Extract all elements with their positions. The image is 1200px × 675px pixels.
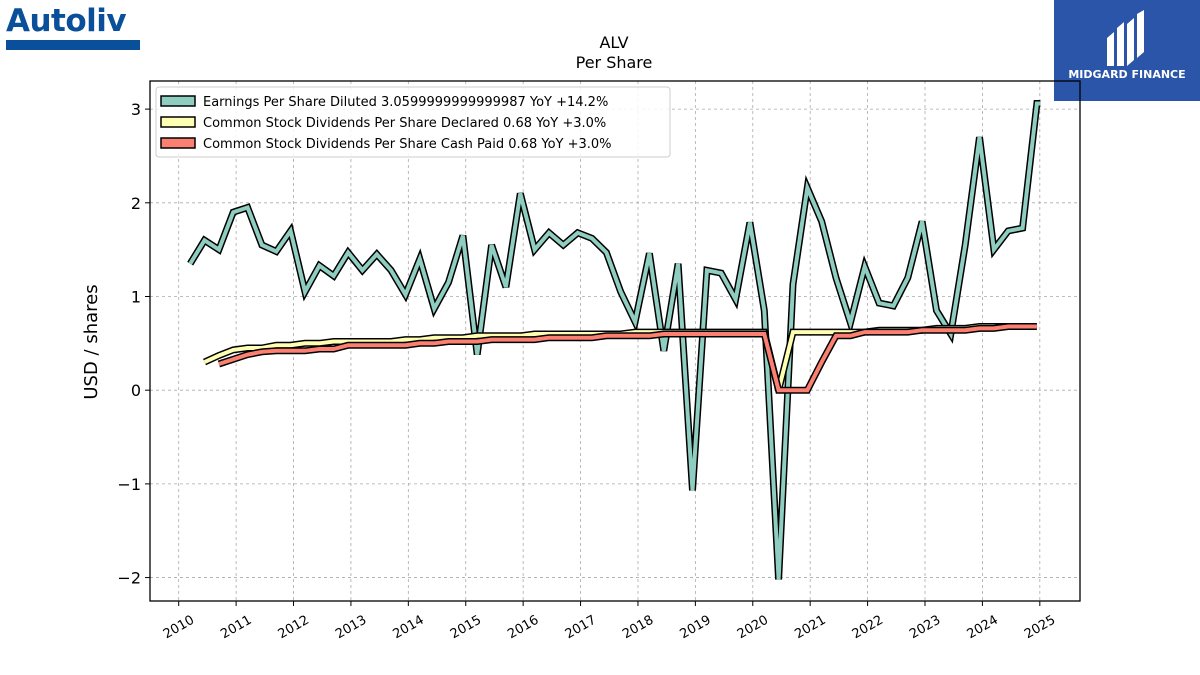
legend-label: Earnings Per Share Diluted 3.05999999999… xyxy=(203,95,608,110)
x-tick-label: 2010 xyxy=(161,613,197,643)
midgard-logo-mark xyxy=(1054,0,1200,101)
x-tick-label: 2024 xyxy=(965,613,1001,643)
autoliv-logo: Autoliv xyxy=(6,4,142,52)
legend: Earnings Per Share Diluted 3.05999999999… xyxy=(155,86,671,158)
series-lines xyxy=(187,100,1041,580)
x-tick-label: 2020 xyxy=(735,613,771,643)
x-tick-label: 2019 xyxy=(678,613,714,643)
y-tick-label: 0 xyxy=(131,381,141,400)
legend-label: Common Stock Dividends Per Share Cash Pa… xyxy=(203,137,612,152)
y-axis-label: USD / shares xyxy=(81,284,102,399)
legend-swatch xyxy=(160,95,196,107)
plot-frame xyxy=(149,80,1081,602)
midgard-finance-logo: MIDGARD FINANCE xyxy=(1054,0,1200,101)
x-tick-label: 2011 xyxy=(218,613,254,643)
axis-ticks: −2 −1 0 1 2 3 2010 2011 2012 2013 2014 2015 2016 2017… xyxy=(117,100,1058,642)
legend-box xyxy=(155,86,671,158)
x-tick-label: 2017 xyxy=(563,613,599,643)
series-1 xyxy=(187,100,1041,580)
x-tick-label: 2023 xyxy=(907,613,943,643)
legend-swatch xyxy=(160,116,196,128)
grid xyxy=(150,81,1080,601)
y-tick-label: 2 xyxy=(131,194,141,213)
y-tick-label: 1 xyxy=(131,287,141,306)
series-3 xyxy=(217,323,1037,394)
x-tick-label: 2012 xyxy=(276,613,312,643)
autoliv-logo-bar xyxy=(6,40,140,50)
y-tick-label: −1 xyxy=(117,475,141,494)
series-line xyxy=(188,101,1041,580)
x-tick-label: 2013 xyxy=(333,613,369,643)
x-tick-label: 2022 xyxy=(850,613,886,643)
series-line xyxy=(218,324,1037,393)
x-tick-label: 2018 xyxy=(620,613,656,643)
autoliv-logo-text: Autoliv xyxy=(6,3,127,39)
legend-swatch xyxy=(160,137,196,149)
x-tick-label: 2014 xyxy=(391,613,427,643)
x-tick-label: 2016 xyxy=(505,613,541,643)
chart-subtitle: Per Share xyxy=(576,53,653,72)
x-tick-label: 2015 xyxy=(448,613,484,643)
y-tick-label: −2 xyxy=(117,569,141,588)
y-tick-label: 3 xyxy=(131,100,141,119)
x-tick-label: 2025 xyxy=(1022,613,1058,643)
x-tick-label: 2021 xyxy=(792,613,828,643)
legend-label: Common Stock Dividends Per Share Declare… xyxy=(203,116,606,131)
midgard-logo-text: MIDGARD FINANCE xyxy=(1068,68,1186,81)
chart-title: ALV xyxy=(599,33,628,52)
